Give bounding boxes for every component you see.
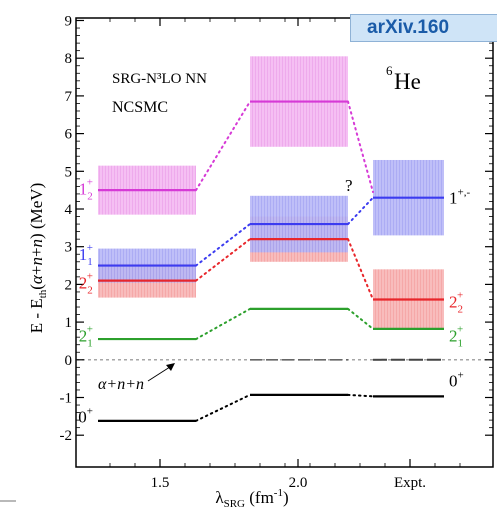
y-axis-title: E - Eth(α+n+n) (MeV) <box>27 183 49 333</box>
connector-1+1 <box>195 223 251 267</box>
arxiv-badge: arXiv.160 <box>350 14 497 42</box>
left-level-label: 22+ <box>79 271 93 297</box>
y-tick-label: 4 <box>65 202 73 218</box>
y-tick-label: 6 <box>65 127 73 143</box>
x-axis-title: λSRG (fm-1) <box>215 487 288 508</box>
y-tick-label: 2 <box>65 277 73 293</box>
expt-level-label: 21+ <box>449 323 463 349</box>
x-tick-label: 2.0 <box>289 475 308 491</box>
uncertainty-bands <box>98 56 444 330</box>
y-tick-label: 0 <box>65 353 73 369</box>
expt-level-label: 1+,- <box>449 187 470 208</box>
y-tick-label: -1 <box>60 391 73 407</box>
y-tick-label: 7 <box>65 89 73 105</box>
expt-level-label: 22+ <box>449 289 463 315</box>
left-level-label: 0+ <box>78 405 93 426</box>
level-labels: 0+ 21+ 22+ 11+ 12+ 0+ 21+ 22+ 1+,- <box>78 176 470 426</box>
y-tick-label: 1 <box>65 315 73 331</box>
y-tick-label: 8 <box>65 51 73 67</box>
nucleus-mass: 6 <box>386 63 393 78</box>
connector-2+2 <box>347 238 374 301</box>
interaction-label: SRG-N³LO NN <box>112 71 207 87</box>
connector-1+2 <box>195 100 251 192</box>
left-level-label: 12+ <box>79 176 93 202</box>
x-tick-label: Expt. <box>394 475 426 491</box>
plot-frame <box>75 17 494 468</box>
left-level-label: 21+ <box>79 323 93 349</box>
connector-2+2 <box>195 238 251 282</box>
threshold-label: α+n+n <box>98 376 144 393</box>
threshold-arrow <box>147 363 175 382</box>
connector-2+1 <box>195 307 251 341</box>
connector-1+1 <box>347 196 374 226</box>
plot-border <box>75 17 494 468</box>
nucleus-symbol: He <box>394 69 421 94</box>
connector-lines <box>195 100 374 422</box>
axis-ticks: -2 -1 0 1 2 3 4 5 6 7 8 9 1.5 2.0 Expt. <box>60 14 493 491</box>
connector-1+2-expt <box>347 100 374 194</box>
x-tick-label: 1.5 <box>151 475 170 491</box>
connector-0+ <box>195 393 251 422</box>
y-tick-label: 3 <box>65 240 73 256</box>
connector-2+1 <box>347 307 374 330</box>
connector-0+ <box>347 393 374 398</box>
expt-level-label: 0+ <box>449 370 464 391</box>
y-tick-label: -2 <box>60 428 73 444</box>
energy-levels <box>98 100 444 422</box>
y-tick-label: 9 <box>65 14 73 30</box>
method-label: NCSMC <box>112 99 168 116</box>
question-mark: ? <box>345 176 353 195</box>
left-level-label: 11+ <box>79 242 93 268</box>
page-corner-mark <box>0 500 16 502</box>
y-tick-label: 5 <box>65 164 73 180</box>
